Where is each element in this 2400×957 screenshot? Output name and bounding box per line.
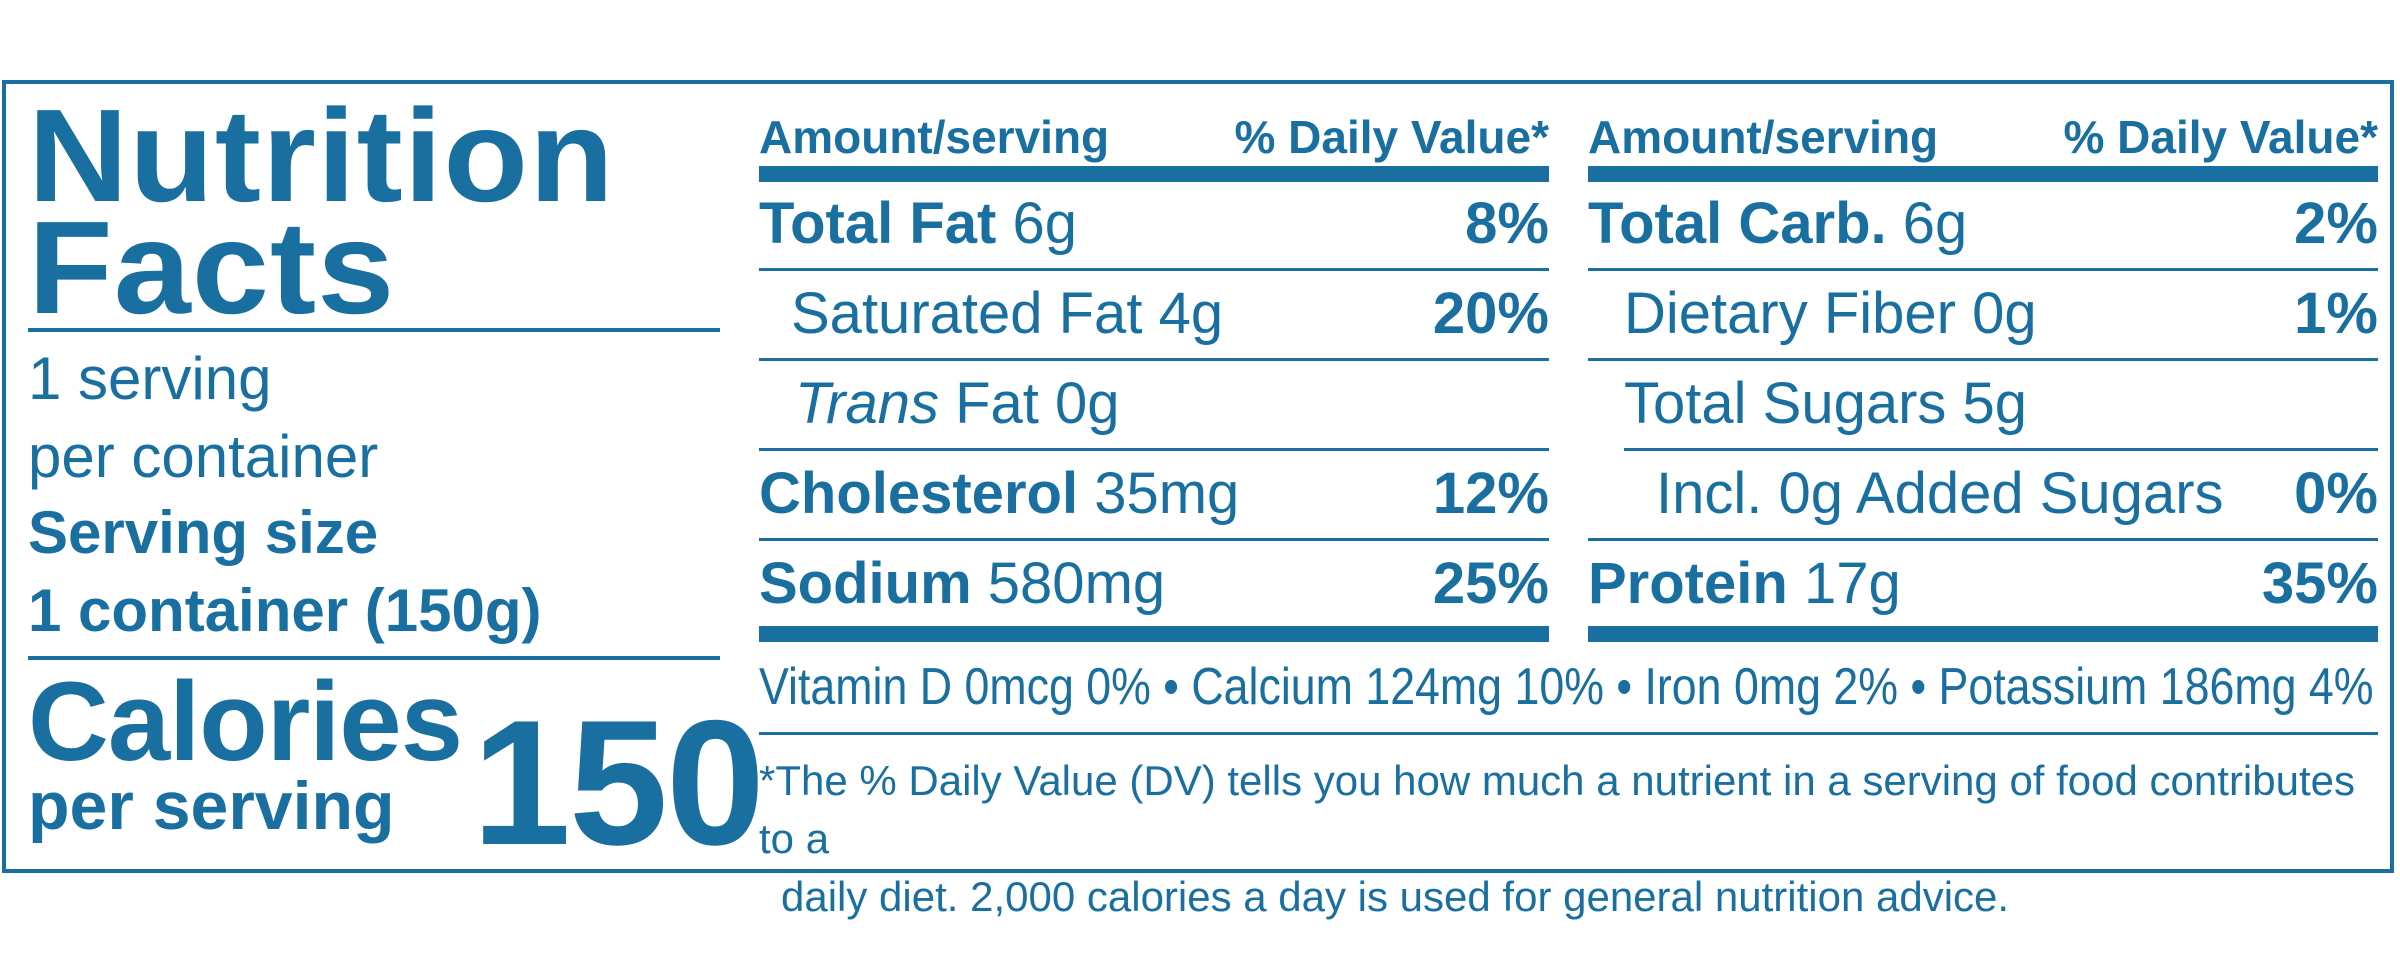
nutrient-name: Cholesterol [759,461,1079,526]
calories-value: 150 [472,683,765,882]
nutrient-row-cholesterol: Cholesterol 35mg 12% [759,450,1549,538]
title-block: Nutrition Facts [28,84,720,334]
row-divider [759,448,1549,451]
divider-title [28,328,720,332]
footnote: *The % Daily Value (DV) tells you how mu… [759,752,2359,926]
nutrient-name: Incl. 0g Added Sugars [1656,461,2224,526]
nutrient-amount: 6g [1902,191,1968,256]
nutrient-row-protein: Protein 17g 35% [1588,540,2378,628]
servings-per-container: 1 serving per container [28,340,378,496]
nutrient-dv: 25% [1432,551,1549,616]
nutrient-row-saturated-fat: Saturated Fat 4g 20% [791,270,1549,358]
calories-label: Calories [28,659,463,784]
serving-size: Serving size 1 container (150g) [28,494,542,650]
nutrient-dv: 1% [2294,281,2378,346]
header-amount: Amount/serving [1588,111,1939,163]
row-divider [1588,268,2378,271]
nutrient-column-left: Amount/serving % Daily Value* Total Fat … [759,84,1549,654]
column-header: Amount/serving % Daily Value* [759,110,1549,164]
nutrient-name: Protein [1588,551,1788,616]
thick-divider [1588,626,2378,642]
nutrient-row-total-fat: Total Fat 6g 8% [759,180,1549,268]
row-divider [1588,538,2378,541]
divider-calories [28,656,720,660]
nutrient-amount: 5g [1962,371,2028,436]
nutrient-name: Total Fat [759,191,997,256]
nutrient-dv: 8% [1465,191,1549,256]
nutrient-amount: 0g [1972,281,2037,346]
footnote-line-2: daily diet. 2,000 calories a day is used… [781,873,2010,920]
nutrient-name: Total Carb. [1588,191,1887,256]
row-divider [759,268,1549,271]
title-line-1: Nutrition [28,82,615,229]
nutrient-name: Fat [955,371,1039,436]
row-divider [1588,358,2378,361]
row-divider [759,538,1549,541]
nutrient-dv: 20% [1432,281,1549,346]
thick-divider [1588,166,2378,182]
footnote-line-1: *The % Daily Value (DV) tells you how mu… [759,757,2355,862]
nutrient-amount: 17g [1803,551,1901,616]
nutrient-row-added-sugars: Incl. 0g Added Sugars 0% [1656,450,2378,538]
nutrient-name: Dietary Fiber [1624,281,1956,346]
serving-size-label: Serving size [28,499,379,566]
nutrient-amount: 580mg [987,551,1166,616]
nutrient-name: Total Sugars [1624,371,1947,436]
nutrient-dv: 12% [1432,461,1549,526]
title-line-2: Facts [28,194,396,341]
nutrient-amount: 4g [1158,281,1224,346]
servings-line-2: per container [28,423,379,490]
nutrient-row-sodium: Sodium 580mg 25% [759,540,1549,628]
serving-size-value: 1 container (150g) [28,577,542,644]
nutrient-row-dietary-fiber: Dietary Fiber 0g 1% [1624,270,2378,358]
label-title: Nutrition Facts [28,82,755,341]
vitamins-minerals: Vitamin D 0mcg 0% • Calcium 124mg 10% • … [759,658,2374,716]
row-divider [1624,448,2378,451]
row-divider [759,358,1549,361]
header-daily-value: % Daily Value* [1234,111,1550,163]
divider-footnote [759,732,2378,735]
nutrient-amount: 0g [1055,371,1120,436]
nutrient-dv: 2% [2294,191,2378,256]
nutrient-row-total-carb: Total Carb. 6g 2% [1588,180,2378,268]
thick-divider [759,166,1549,182]
nutrient-dv: 35% [2261,551,2378,616]
nutrient-row-trans-fat: Trans Fat 0g [795,360,1549,448]
nutrient-amount: 35mg [1094,461,1240,526]
column-header: Amount/serving % Daily Value* [1588,110,2378,164]
thick-divider [759,626,1549,642]
calories-per-serving: per serving [28,768,395,844]
nutrient-name: Saturated Fat [791,281,1143,346]
nutrition-facts-label: Nutrition Facts 1 serving per container … [2,80,2394,920]
nutrient-name-italic: Trans [795,371,939,436]
servings-line-1: 1 serving [28,345,272,412]
nutrient-name: Sodium [759,551,972,616]
header-amount: Amount/serving [759,111,1110,163]
nutrient-dv: 0% [2294,461,2378,526]
nutrient-amount: 6g [1012,191,1077,256]
nutrient-column-right: Amount/serving % Daily Value* Total Carb… [1588,84,2378,654]
nutrient-row-total-sugars: Total Sugars 5g [1624,360,2378,448]
header-daily-value: % Daily Value* [2063,111,2379,163]
